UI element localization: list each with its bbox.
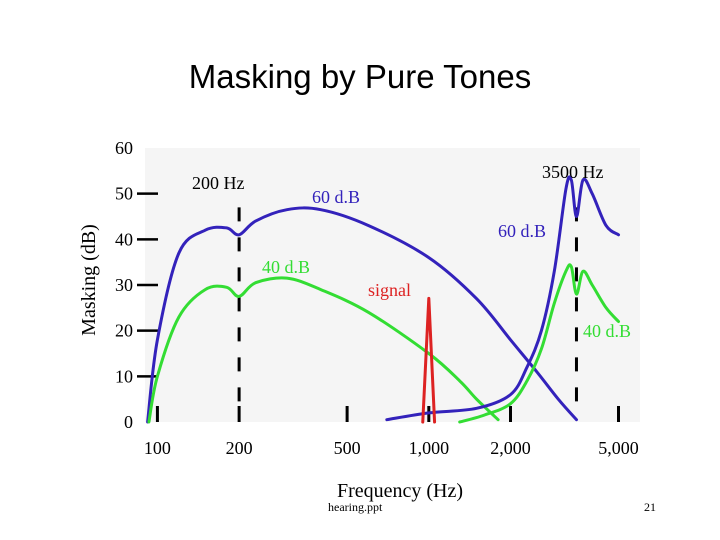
x-tick-label: 100 [144, 438, 171, 458]
series-line-1 [147, 276, 500, 424]
plot-area [145, 148, 640, 422]
label-low-60db: 60 d.B [312, 187, 360, 207]
y-tick-label: 10 [115, 366, 133, 386]
marker-label-200hz: 200 Hz [192, 173, 245, 193]
label-high-40db: 40 d.B [583, 321, 631, 341]
x-tick-label: 2,000 [490, 438, 531, 458]
x-tick-label: 500 [334, 438, 361, 458]
annotations: 200 Hz 3500 Hz 60 d.B 40 d.B 60 d.B 40 d… [78, 162, 631, 502]
marker-label-3500hz: 3500 Hz [542, 162, 604, 182]
series-line-3 [458, 263, 620, 424]
y-tick-label: 40 [115, 229, 133, 249]
y-tick-label: 50 [115, 184, 133, 204]
y-tick-label: 30 [115, 275, 133, 295]
y-tick-label: 0 [124, 412, 133, 432]
series-line-4 [421, 297, 437, 424]
series-lines [146, 175, 620, 424]
series-line-2 [385, 175, 620, 422]
y-tick-label: 60 [115, 138, 133, 158]
label-high-60db: 60 d.B [498, 221, 546, 241]
series-line-0 [146, 206, 578, 424]
y-axis-label: Masking (dB) [78, 224, 100, 336]
slide-title: Masking by Pure Tones [188, 58, 532, 95]
x-tick-label: 5,000 [598, 438, 639, 458]
axis-ticks: 0 10 20 30 40 50 60 100 200 500 1,000 2,000 5,000 [115, 138, 639, 458]
x-tick-label: 200 [226, 438, 253, 458]
y-tick-label: 20 [115, 321, 133, 341]
label-low-40db: 40 d.B [262, 257, 310, 277]
x-tick-label: 1,000 [409, 438, 450, 458]
x-axis-label: Frequency (Hz) [337, 480, 463, 502]
footer-filename: hearing.ppt [328, 500, 383, 514]
masker-markers [237, 207, 578, 412]
label-signal: signal [368, 280, 411, 300]
page-number: 21 [644, 500, 656, 514]
